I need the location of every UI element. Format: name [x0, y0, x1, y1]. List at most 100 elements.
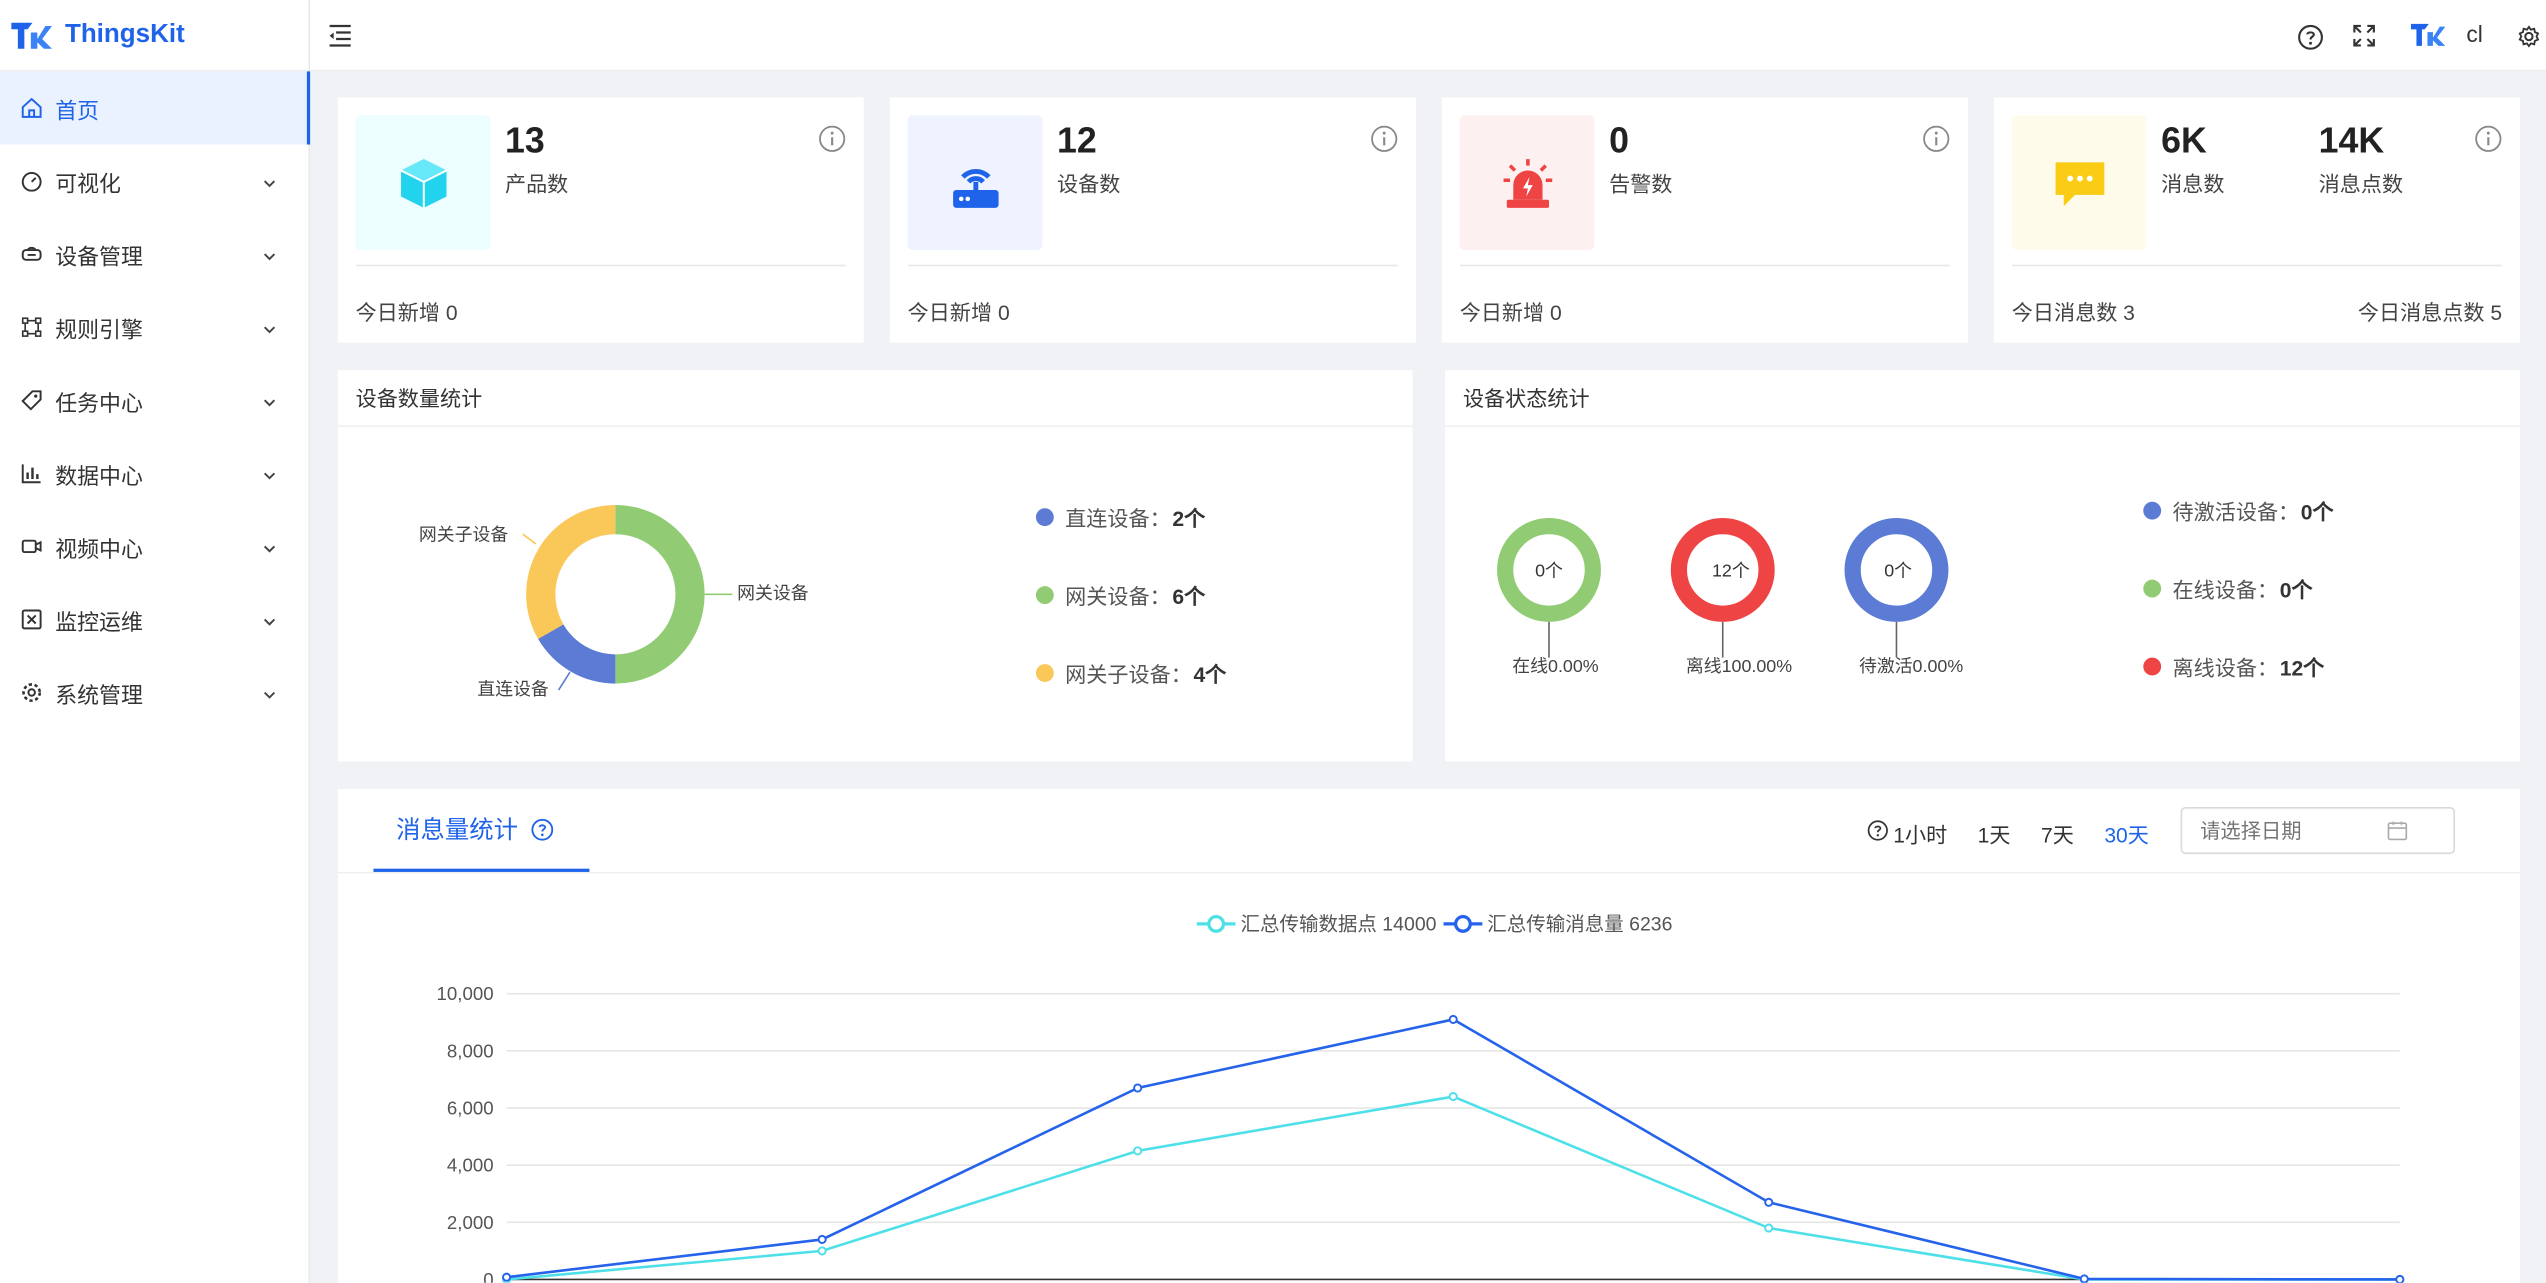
data-point — [1133, 1083, 1143, 1093]
legend-offline: 离线设备： 12个 — [2143, 651, 2324, 682]
message-stats-panel: 消息量统计 1小时 1天 7天 30天 汇总传输数据点 14000 汇总传输消息… — [337, 789, 2520, 1283]
ring-inactive-center: 0个 — [1884, 560, 1912, 580]
device-status-rings: 0个 在线0.00% 12个 离线100.00% 0个 待激活0.00% — [1497, 517, 1963, 676]
device-count-label: 设备数 — [1057, 172, 1121, 197]
chevron-down-icon — [261, 245, 277, 261]
sidebar-item-1[interactable]: 可视化 — [0, 145, 309, 218]
ring-online: 0个 在线0.00% — [1497, 517, 1601, 676]
alarm-today-new: 今日新增 0 — [1459, 300, 1562, 325]
product-count: 13 — [504, 120, 545, 161]
legend-dot — [2143, 657, 2162, 676]
chevron-down-icon — [261, 611, 277, 627]
ring-offline: 12个 离线100.00% — [1670, 517, 1792, 676]
divider — [907, 264, 1399, 267]
sidebar-item-label: 视频中心 — [55, 536, 143, 561]
label-line — [557, 671, 571, 691]
y-tick-label: 2,000 — [447, 1212, 494, 1233]
user-avatar-icon[interactable] — [2408, 21, 2447, 47]
sidebar-item-2[interactable]: 设备管理 — [0, 218, 309, 291]
thingskit-logo-icon — [11, 21, 52, 48]
device-status-title: 设备状态统计 — [1445, 370, 2520, 428]
sidebar-item-label: 数据中心 — [55, 463, 143, 488]
sidebar-item-5[interactable]: 数据中心 — [0, 437, 309, 510]
alarm-count-card: 0 告警数 今日新增 0 — [1441, 97, 1968, 343]
help-icon[interactable] — [1867, 820, 1888, 841]
legend-direct: 直连设备： 2个 — [1035, 502, 1205, 533]
data-point — [1764, 1223, 1774, 1233]
bar-chart-icon — [21, 463, 42, 484]
legend-series-points[interactable]: 汇总传输数据点 14000 — [1196, 909, 1437, 937]
sidebar-item-4[interactable]: 任务中心 — [0, 364, 309, 437]
router-icon — [952, 168, 998, 208]
info-icon[interactable] — [1370, 125, 1398, 153]
fullscreen-icon[interactable] — [2351, 23, 2377, 49]
y-tick-label: 10,000 — [437, 983, 494, 1004]
message-icon — [2054, 161, 2104, 206]
range-30d[interactable]: 30天 — [2104, 823, 2149, 848]
sidebar-item-3[interactable]: 规则引擎 — [0, 291, 309, 364]
sidebar-item-7[interactable]: 监控运维 — [0, 583, 309, 656]
tab-divider — [337, 871, 2520, 874]
data-point — [817, 1234, 827, 1245]
sidebar-item-0[interactable]: 首页 — [0, 71, 311, 145]
sidebar-item-6[interactable]: 视频中心 — [0, 510, 309, 583]
sidebar-item-label: 设备管理 — [55, 244, 143, 269]
series-line-0 — [506, 1095, 2400, 1281]
legend-series-messages[interactable]: 汇总传输消息量 6236 — [1443, 909, 1672, 937]
ring-online-center: 0个 — [1535, 560, 1563, 580]
legend-label: 离线设备： — [2172, 655, 2279, 681]
ring-offline-center: 12个 — [1712, 560, 1750, 580]
y-tick-label: 6,000 — [447, 1098, 494, 1119]
donut-label-gateway: 网关设备 — [737, 583, 809, 603]
message-icon-tile — [2011, 115, 2147, 251]
calendar-icon[interactable] — [2387, 820, 2408, 841]
chevron-down-icon — [261, 537, 277, 553]
sidebar-item-label: 任务中心 — [55, 390, 143, 415]
legend-label: 在线设备： — [2172, 578, 2279, 603]
sidebar-item-8[interactable]: 系统管理 — [0, 656, 309, 729]
legend-label: 待激活设备： — [2172, 500, 2300, 525]
info-icon[interactable] — [818, 125, 846, 153]
alarm-icon — [1502, 158, 1552, 208]
dashboard-icon — [21, 170, 42, 192]
help-icon[interactable] — [2298, 24, 2324, 50]
donut-label-direct: 直连设备 — [477, 679, 549, 699]
data-point — [2395, 1274, 2405, 1283]
info-icon[interactable] — [1922, 125, 1950, 153]
slice-direct — [538, 624, 616, 684]
range-1d[interactable]: 1天 — [1977, 823, 2011, 848]
alarm-icon-tile — [1459, 115, 1595, 251]
legend-dot — [2143, 501, 2162, 520]
sidebar-item-label: 规则引擎 — [55, 317, 143, 342]
data-point — [1448, 1092, 1458, 1102]
legend-online: 在线设备： 0个 — [2143, 573, 2313, 604]
tab-message-stats[interactable]: 消息量统计 — [373, 789, 590, 872]
info-icon[interactable] — [2475, 125, 2503, 153]
legend-label: 汇总传输数据点 14000 — [1240, 912, 1437, 936]
data-point — [1448, 1014, 1458, 1024]
gear-icon — [21, 682, 42, 703]
donut-slices — [526, 504, 705, 684]
legend-gateway: 网关设备： 6个 — [1035, 580, 1205, 611]
legend-count: 12个 — [2279, 655, 2325, 681]
chevron-down-icon — [261, 464, 277, 480]
slice-sub — [526, 504, 616, 639]
range-1h[interactable]: 1小时 — [1893, 823, 1948, 848]
username[interactable]: cl — [2466, 21, 2483, 48]
video-icon — [21, 536, 42, 557]
range-7d[interactable]: 7天 — [2040, 823, 2074, 848]
label-line — [522, 533, 537, 545]
series-line-1 — [506, 1018, 2400, 1281]
logo[interactable]: ThingsKit — [0, 0, 309, 72]
legend-dot — [2143, 579, 2162, 598]
date-picker-input[interactable] — [2180, 806, 2456, 855]
legend-count: 0个 — [2279, 578, 2313, 603]
message-point-count: 14K — [2318, 120, 2385, 161]
help-icon[interactable] — [531, 818, 554, 841]
collapse-menu-icon[interactable] — [326, 23, 352, 49]
settings-icon[interactable] — [2515, 23, 2541, 49]
today-message-point-count: 今日消息点数 5 — [2357, 300, 2503, 325]
legend-dot — [1035, 508, 1054, 527]
product-count-label: 产品数 — [504, 172, 569, 197]
donut-label-sub: 网关子设备 — [419, 525, 508, 545]
